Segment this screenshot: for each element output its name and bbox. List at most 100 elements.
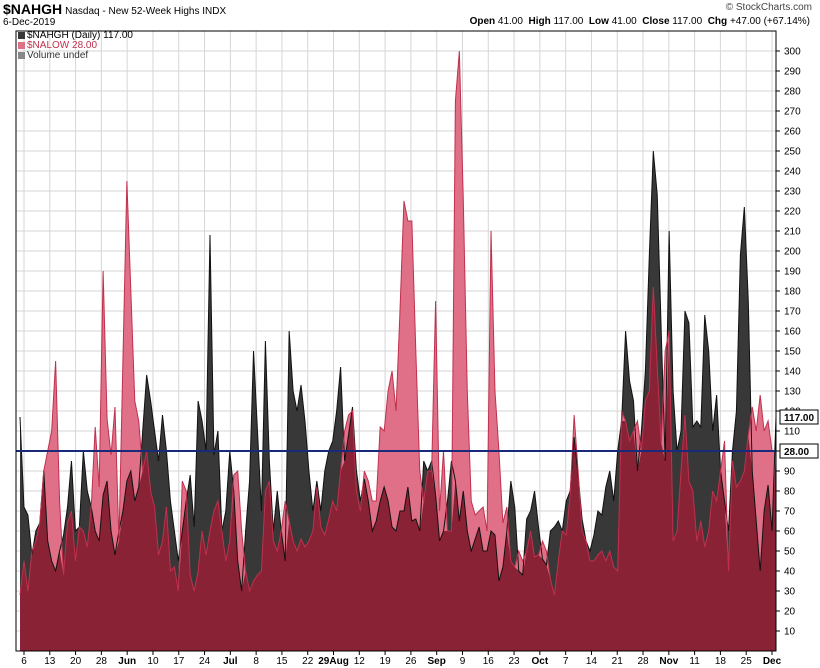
ohlc-readout: Open 41.00 High 117.00 Low 41.00 Close 1… [470, 16, 810, 27]
y-tick-label: 60 [784, 527, 796, 538]
chg-label: Chg [707, 16, 728, 27]
y-tick-label: 190 [784, 267, 801, 278]
overlap-area [20, 287, 776, 651]
chart-date: 6-Dec-2019 [3, 17, 56, 28]
y-tick-label: 270 [784, 107, 801, 118]
x-tick-label: Jul [223, 656, 238, 667]
lows-line [19, 50, 776, 596]
x-tick-label: 29Aug [318, 656, 349, 667]
x-tick-label: Sep [428, 656, 446, 667]
y-tick-label: 240 [784, 167, 801, 178]
y-tick-label: 150 [784, 347, 801, 358]
x-tick-label: 12 [354, 656, 366, 667]
x-tick-label: 24 [199, 656, 211, 667]
last-value-highs: 117.00 [784, 413, 814, 424]
x-tick-label: 19 [380, 656, 392, 667]
x-tick-label: 13 [44, 656, 56, 667]
x-tick-label: 17 [173, 656, 185, 667]
low-value: 41.00 [611, 16, 637, 27]
lows-swatch-icon [18, 41, 25, 49]
plot-frame [15, 30, 777, 652]
volume-swatch-icon [18, 51, 25, 59]
x-tick-label: 18 [715, 656, 727, 667]
highs-line [19, 150, 776, 592]
exchange: INDX [202, 6, 227, 17]
y-tick-label: 130 [784, 387, 801, 398]
y-tick-label: 210 [784, 227, 801, 238]
y-tick-label: 250 [784, 147, 801, 158]
last-value-highs-box [779, 409, 819, 425]
y-tick-label: 280 [784, 87, 801, 98]
y-tick-label: 200 [784, 247, 801, 258]
high-label: High [528, 16, 551, 27]
y-tick-label: 30 [784, 587, 796, 598]
last-value-lows-box [779, 443, 819, 459]
series-areas [16, 50, 776, 651]
low-label: Low [588, 16, 609, 27]
x-tick-label: 14 [586, 656, 598, 667]
x-tick-label: Nov [659, 656, 678, 667]
y-tick-label: 180 [784, 287, 801, 298]
x-tick-label: Dec [763, 656, 782, 667]
x-tick-label: 8 [253, 656, 259, 667]
x-tick-label: Jun [118, 656, 136, 667]
legend-volume: Volume undef [18, 51, 133, 61]
y-tick-label: 50 [784, 547, 796, 558]
symbol: $NAHGH [3, 1, 63, 17]
x-tick-label: 21 [612, 656, 624, 667]
x-tick-label: 9 [460, 656, 466, 667]
x-tick-label: Oct [532, 656, 549, 667]
x-tick-label: 10 [147, 656, 159, 667]
x-tick-label: 22 [302, 656, 314, 667]
x-tick-label: 26 [405, 656, 417, 667]
y-tick-label: 160 [784, 327, 801, 338]
high-value: 117.00 [553, 16, 584, 27]
highs-swatch-icon [18, 31, 25, 39]
y-tick-label: 140 [784, 367, 801, 378]
last-value-lows: 28.00 [784, 447, 809, 458]
open-value: 41.00 [497, 16, 523, 27]
y-tick-label: 70 [784, 507, 796, 518]
y-tick-label: 90 [784, 467, 796, 478]
y-axis: 1020304050607080901001101201301401501601… [776, 47, 801, 638]
x-axis: 6 13 20 28 Jun 10 17 24 Jul 8 15 22 29Aug 12 19 26 Sep 9 1… [21, 651, 782, 667]
x-tick-label: 7 [563, 656, 569, 667]
stockcharts-credit[interactable]: © StockCharts.com [725, 2, 812, 13]
highs-area [20, 151, 776, 651]
y-tick-label: 40 [784, 567, 796, 578]
x-tick-label: 16 [483, 656, 495, 667]
y-tick-label: 110 [784, 427, 800, 438]
last-value-labels: 117.00 28.00 [779, 409, 819, 459]
legend-highs-label: $NAHGH (Daily) 117.00 [27, 30, 133, 41]
x-tick-label: 20 [70, 656, 82, 667]
legend-highs[interactable]: $NAHGH (Daily) 117.00 [18, 31, 133, 41]
y-tick-label: 220 [784, 207, 801, 218]
open-label: Open [469, 16, 496, 27]
legend-lows-label: $NALOW 28.00 [27, 40, 98, 51]
x-tick-label: 28 [637, 656, 649, 667]
legend-volume-label: Volume undef [27, 50, 89, 61]
y-tick-label: 300 [784, 47, 801, 58]
x-tick-label: 15 [276, 656, 288, 667]
y-tick-label: 230 [784, 187, 801, 198]
x-tick-label: 6 [21, 656, 27, 667]
x-tick-label: 28 [96, 656, 108, 667]
chg-value: +47.00 (+67.14%) [729, 16, 810, 27]
y-tick-label: 80 [784, 487, 796, 498]
y-tick-label: 10 [784, 627, 796, 638]
chart-header: $NAHGH Nasdaq - New 52-Week Highs INDX 6-… [0, 0, 820, 30]
symbol-description: Nasdaq - New 52-Week Highs [65, 6, 200, 17]
symbol-title: $NAHGH Nasdaq - New 52-Week Highs INDX [3, 1, 226, 17]
legend-lows[interactable]: $NALOW 28.00 [18, 41, 133, 51]
y-tick-label: 260 [784, 127, 801, 138]
legend: $NAHGH (Daily) 117.00 $NALOW 28.00 Volum… [18, 31, 133, 61]
close-label: Close [642, 16, 670, 27]
close-value: 117.00 [672, 16, 703, 27]
x-tick-label: 25 [741, 656, 753, 667]
y-tick-label: 20 [784, 607, 796, 618]
y-tick-label: 290 [784, 67, 801, 78]
x-tick-label: 11 [689, 656, 700, 667]
x-tick-label: 23 [509, 656, 521, 667]
y-tick-label: 170 [784, 307, 801, 318]
